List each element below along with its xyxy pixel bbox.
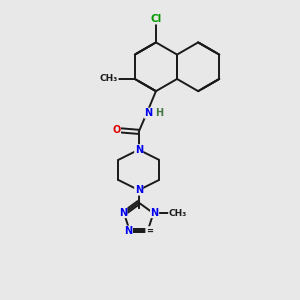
Text: =: = [146, 226, 153, 236]
Text: H: H [155, 108, 164, 118]
Text: N: N [119, 208, 127, 218]
Text: CH₃: CH₃ [100, 74, 118, 83]
Text: O: O [112, 125, 121, 135]
Text: N: N [135, 185, 143, 195]
Text: N: N [124, 226, 133, 236]
Text: N: N [145, 108, 153, 118]
Text: Cl: Cl [150, 14, 162, 24]
Text: N: N [135, 145, 143, 155]
Text: CH₃: CH₃ [169, 209, 187, 218]
Text: N: N [151, 208, 159, 218]
